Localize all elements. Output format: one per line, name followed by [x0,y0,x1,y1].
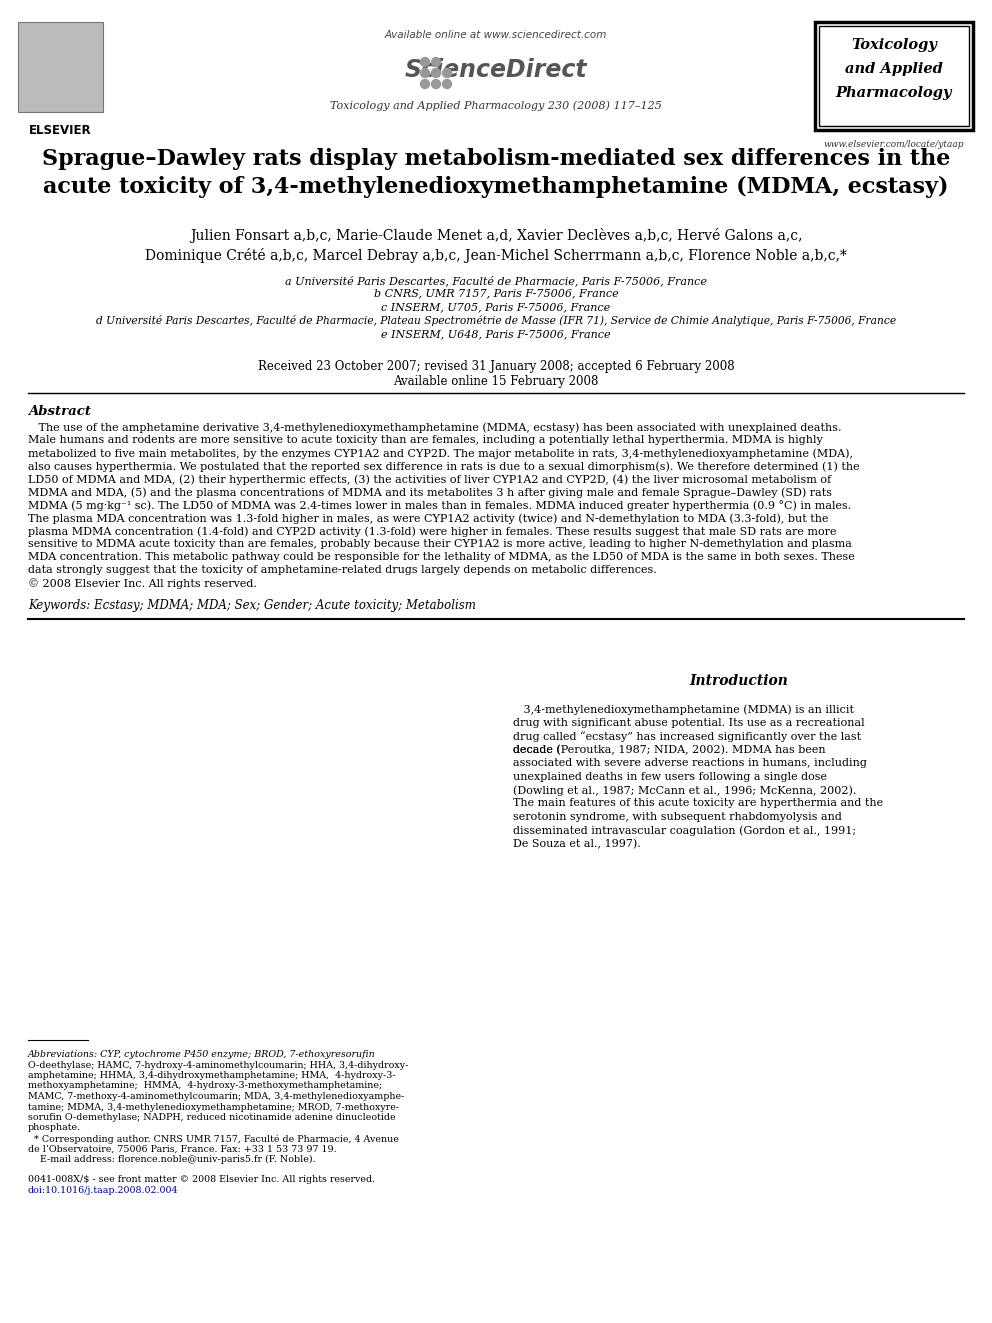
Text: drug with significant abuse potential. Its use as a recreational: drug with significant abuse potential. I… [513,717,865,728]
Text: a Université Paris Descartes, Faculté de Pharmacie, Paris F-75006, France: a Université Paris Descartes, Faculté de… [285,275,707,286]
Text: The use of the amphetamine derivative 3,4-methylenedioxymethamphetamine (MDMA, e: The use of the amphetamine derivative 3,… [28,422,841,433]
Text: doi:10.1016/j.taap.2008.02.004: doi:10.1016/j.taap.2008.02.004 [28,1185,179,1195]
Circle shape [432,57,440,66]
Circle shape [432,79,440,89]
Text: methoxyamphetamine;  HMMA,  4-hydroxy-3-methoxymethamphetamine;: methoxyamphetamine; HMMA, 4-hydroxy-3-me… [28,1081,382,1090]
Text: Received 23 October 2007; revised 31 January 2008; accepted 6 February 2008: Received 23 October 2007; revised 31 Jan… [258,360,734,373]
Text: drug called “ecstasy” has increased significantly over the last: drug called “ecstasy” has increased sign… [513,732,861,742]
Text: amphetamine; HHMA, 3,4-dihydroxymethamphetamine; HMA,  4-hydroxy-3-: amphetamine; HHMA, 3,4-dihydroxymethamph… [28,1072,396,1080]
Text: unexplained deaths in few users following a single dose: unexplained deaths in few users followin… [513,771,827,782]
Text: e INSERM, U648, Paris F-75006, France: e INSERM, U648, Paris F-75006, France [381,329,611,339]
Text: de l’Observatoire, 75006 Paris, France. Fax: +33 1 53 73 97 19.: de l’Observatoire, 75006 Paris, France. … [28,1144,336,1154]
Text: MAMC, 7-methoxy-4-aminomethylcoumarin; MDA, 3,4-methylenedioxyamphe-: MAMC, 7-methoxy-4-aminomethylcoumarin; M… [28,1091,405,1101]
Circle shape [442,69,451,78]
Text: Male humans and rodents are more sensitive to acute toxicity than are females, i: Male humans and rodents are more sensiti… [28,435,822,445]
Text: * Corresponding author. CNRS UMR 7157, Faculté de Pharmacie, 4 Avenue: * Corresponding author. CNRS UMR 7157, F… [28,1134,399,1143]
Text: Abstract: Abstract [28,405,91,418]
Text: E-mail address: florence.noble@univ-paris5.fr (F. Noble).: E-mail address: florence.noble@univ-pari… [28,1155,315,1164]
Text: 0041-008X/$ - see front matter © 2008 Elsevier Inc. All rights reserved.: 0041-008X/$ - see front matter © 2008 El… [28,1176,375,1184]
Text: (Dowling et al., 1987; McCann et al., 1996; McKenna, 2002).: (Dowling et al., 1987; McCann et al., 19… [513,785,856,795]
Circle shape [442,79,451,89]
Text: sensitive to MDMA acute toxicity than are females, probably because their CYP1A2: sensitive to MDMA acute toxicity than ar… [28,538,852,549]
Circle shape [421,69,430,78]
Text: d Université Paris Descartes, Faculté de Pharmacie, Plateau Spectrométrie de Mas: d Université Paris Descartes, Faculté de… [96,315,896,327]
Text: serotonin syndrome, with subsequent rhabdomyolysis and: serotonin syndrome, with subsequent rhab… [513,812,842,822]
Text: www.elsevier.com/locate/ytaap: www.elsevier.com/locate/ytaap [823,140,964,149]
Bar [18,22,103,112]
Text: Sprague–Dawley rats display metabolism-mediated sex differences in the
acute tox: Sprague–Dawley rats display metabolism-m… [42,148,950,198]
Text: LD50 of MDMA and MDA, (2) their hyperthermic effects, (3) the activities of live: LD50 of MDMA and MDA, (2) their hyperthe… [28,474,831,484]
Text: Julien Fonsart a,b,c, Marie-Claude Menet a,d, Xavier Declèves a,b,c, Hervé Galon: Julien Fonsart a,b,c, Marie-Claude Menet… [189,228,803,243]
Text: Available online at www.sciencedirect.com: Available online at www.sciencedirect.co… [385,30,607,40]
Text: Pharmacology: Pharmacology [835,86,952,101]
Text: Toxicology and Applied Pharmacology 230 (2008) 117–125: Toxicology and Applied Pharmacology 230 … [330,101,662,111]
Text: disseminated intravascular coagulation (Gordon et al., 1991;: disseminated intravascular coagulation (… [513,826,856,836]
Text: The plasma MDA concentration was 1.3-fold higher in males, as were CYP1A2 activi: The plasma MDA concentration was 1.3-fol… [28,513,828,524]
Text: © 2008 Elsevier Inc. All rights reserved.: © 2008 Elsevier Inc. All rights reserved… [28,578,257,589]
Text: c INSERM, U705, Paris F-75006, France: c INSERM, U705, Paris F-75006, France [381,302,611,312]
Text: The main features of this acute toxicity are hyperthermia and the: The main features of this acute toxicity… [513,799,883,808]
Text: also causes hyperthermia. We postulated that the reported sex difference in rats: also causes hyperthermia. We postulated … [28,460,860,471]
Text: tamine; MDMA, 3,4-methylenedioxymethamphetamine; MROD, 7-methoxyre-: tamine; MDMA, 3,4-methylenedioxymethamph… [28,1102,399,1111]
Text: O-deethylase; HAMC, 7-hydroxy-4-aminomethylcoumarin; HHA, 3,4-dihydroxy-: O-deethylase; HAMC, 7-hydroxy-4-aminomet… [28,1061,409,1069]
Text: sorufin O-demethylase; NADPH, reduced nicotinamide adenine dinucleotide: sorufin O-demethylase; NADPH, reduced ni… [28,1113,396,1122]
Text: data strongly suggest that the toxicity of amphetamine-related drugs largely dep: data strongly suggest that the toxicity … [28,565,657,576]
Text: Introduction: Introduction [689,673,788,688]
Circle shape [421,57,430,66]
Bar [819,26,969,126]
Text: ScienceDirect: ScienceDirect [405,58,587,82]
Text: Toxicology: Toxicology [851,38,936,52]
Text: plasma MDMA concentration (1.4-fold) and CYP2D activity (1.3-fold) were higher i: plasma MDMA concentration (1.4-fold) and… [28,527,836,537]
Text: Keywords: Ecstasy; MDMA; MDA; Sex; Gender; Acute toxicity; Metabolism: Keywords: Ecstasy; MDMA; MDA; Sex; Gende… [28,599,476,613]
Text: MDMA (5 mg·kg⁻¹ sc). The LD50 of MDMA was 2.4-times lower in males than in femal: MDMA (5 mg·kg⁻¹ sc). The LD50 of MDMA wa… [28,500,851,511]
Text: decade (: decade ( [513,745,560,755]
Text: MDMA and MDA, (5) and the plasma concentrations of MDMA and its metabolites 3 h : MDMA and MDA, (5) and the plasma concent… [28,487,832,497]
Text: b CNRS, UMR 7157, Paris F-75006, France: b CNRS, UMR 7157, Paris F-75006, France [374,288,618,299]
Circle shape [421,79,430,89]
Text: Abbreviations: CYP, cytochrome P450 enzyme; BROD, 7-ethoxyresorufin: Abbreviations: CYP, cytochrome P450 enzy… [28,1050,376,1058]
Circle shape [432,69,440,78]
Text: decade (Peroutka, 1987; NIDA, 2002). MDMA has been: decade (Peroutka, 1987; NIDA, 2002). MDM… [513,745,825,755]
Text: Dominique Crété a,b,c, Marcel Debray a,b,c, Jean-Michel Scherrmann a,b,c, Floren: Dominique Crété a,b,c, Marcel Debray a,b… [145,247,847,263]
Text: MDA concentration. This metabolic pathway could be responsible for the lethality: MDA concentration. This metabolic pathwa… [28,552,855,562]
Text: 3,4-methylenedioxymethamphetamine (MDMA) is an illicit: 3,4-methylenedioxymethamphetamine (MDMA)… [513,704,854,714]
Text: ELSEVIER: ELSEVIER [29,124,92,138]
Text: associated with severe adverse reactions in humans, including: associated with severe adverse reactions… [513,758,867,767]
Bar [815,22,973,130]
Text: Available online 15 February 2008: Available online 15 February 2008 [393,374,599,388]
Text: phosphate.: phosphate. [28,1123,81,1132]
Text: metabolized to five main metabolites, by the enzymes CYP1A2 and CYP2D. The major: metabolized to five main metabolites, by… [28,448,853,459]
Text: and Applied: and Applied [845,62,943,75]
Text: De Souza et al., 1997).: De Souza et al., 1997). [513,839,641,849]
